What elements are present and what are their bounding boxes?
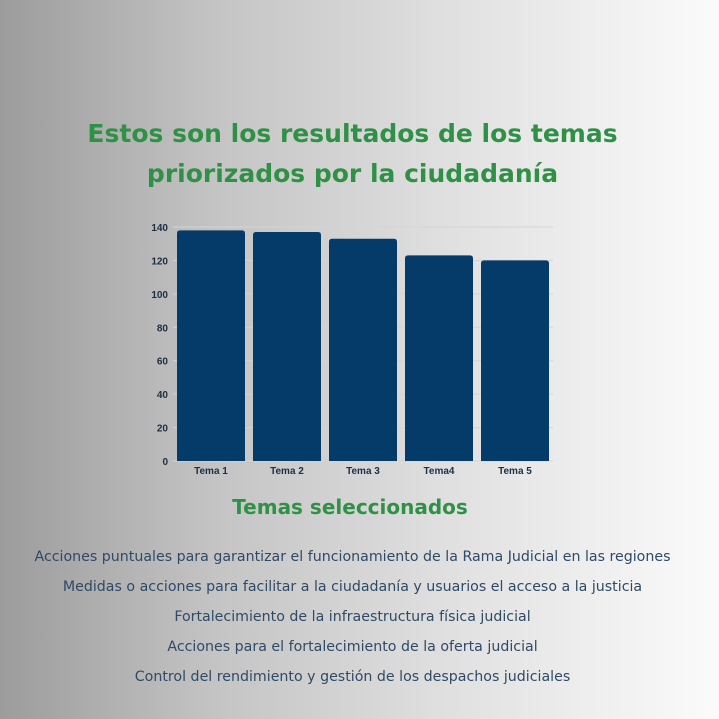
- topics-heading: Temas seleccionados: [232, 495, 468, 519]
- topic-item: Fortalecimiento de la infraestructura fí…: [174, 609, 531, 625]
- topic-item: Acciones puntuales para garantizar el fu…: [34, 549, 671, 565]
- x-tick-label: Tema4: [424, 466, 455, 477]
- y-tick-label: 100: [151, 290, 168, 301]
- x-tick-label: Tema 2: [270, 466, 304, 477]
- title-line-1: Estos son los resultados de los temas: [87, 119, 618, 148]
- bar: [329, 238, 397, 461]
- bar: [481, 260, 549, 461]
- x-axis-ticks: Tema 1 Tema 2 Tema 3 Tema4 Tema 5: [194, 466, 532, 477]
- topic-item: Medidas o acciones para facilitar a la c…: [62, 579, 643, 595]
- y-tick-label: 40: [157, 390, 169, 401]
- y-tick-label: 20: [157, 424, 169, 435]
- topic-item: Control del rendimiento y gestión de los…: [134, 669, 571, 685]
- topic-item: Acciones para el fortalecimiento de la o…: [167, 639, 538, 655]
- y-tick-label: 140: [151, 223, 168, 234]
- y-tick-label: 80: [157, 323, 169, 334]
- bar: [405, 255, 473, 461]
- y-axis-ticks: 0 20 40 60 80 100 120 140: [151, 223, 168, 468]
- bar: [177, 230, 245, 461]
- y-tick-label: 60: [157, 357, 169, 368]
- title-line-2: priorizados por la ciudadanía: [146, 159, 559, 188]
- x-tick-label: Tema 5: [498, 466, 532, 477]
- page-title: Estos son los resultados de los temas pr…: [0, 114, 705, 194]
- y-tick-label: 120: [151, 256, 168, 267]
- x-tick-label: Tema 3: [346, 466, 380, 477]
- topics-list: Acciones puntuales para garantizar el fu…: [0, 542, 705, 692]
- x-tick-label: Tema 1: [194, 466, 228, 477]
- chart-bars: [177, 230, 549, 461]
- bar: [253, 232, 321, 461]
- y-tick-label: 0: [162, 457, 168, 468]
